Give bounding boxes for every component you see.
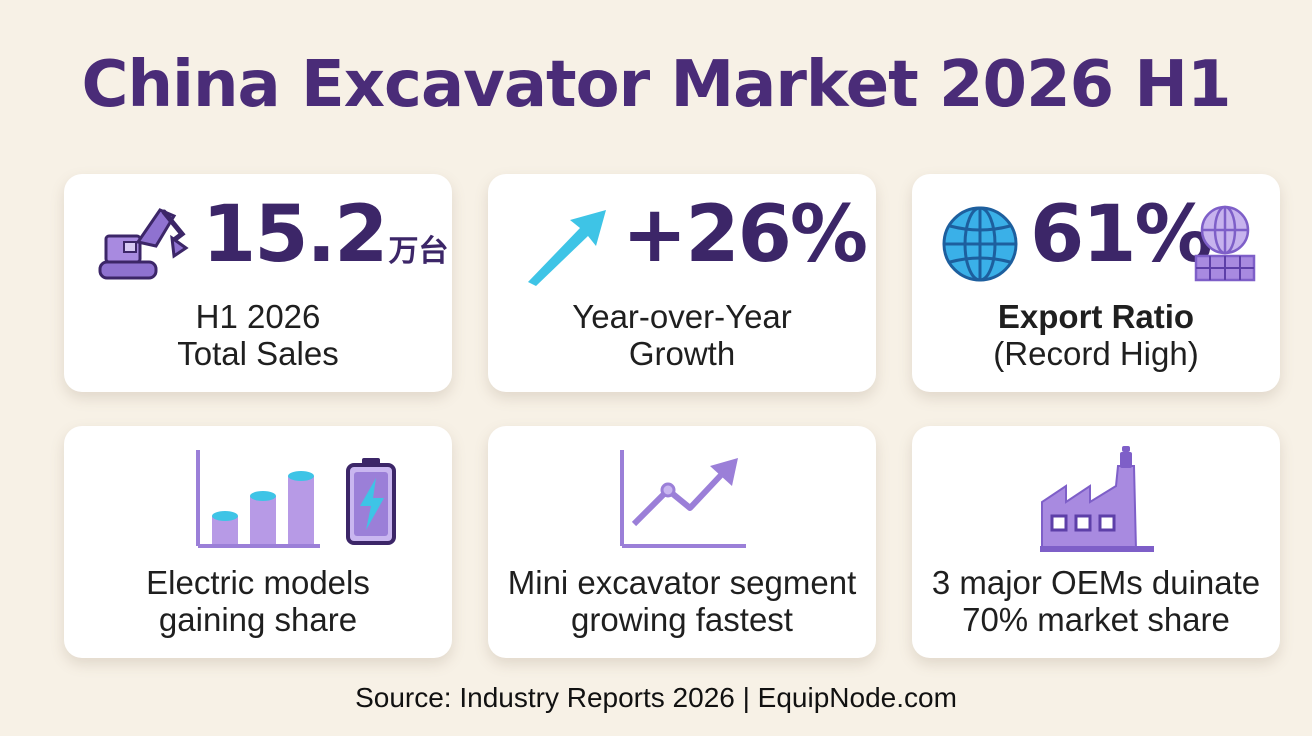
globe-on-container-icon bbox=[1194, 205, 1256, 282]
card-mini-excavator: Mini excavator segment growing fastest bbox=[488, 426, 876, 658]
bar-chart-icon bbox=[196, 450, 320, 548]
export-ratio-value: 61% bbox=[1030, 190, 1213, 280]
total-sales-label: H1 2026 Total Sales bbox=[177, 298, 339, 372]
source-footer: Source: Industry Reports 2026 | EquipNod… bbox=[355, 682, 957, 713]
mini-excavator-label: Mini excavator segment growing fastest bbox=[507, 564, 857, 638]
arrow-up-right-icon bbox=[528, 210, 606, 286]
line-chart-icon bbox=[620, 450, 746, 548]
export-ratio-label: Export Ratio (Record High) bbox=[993, 298, 1199, 372]
card-total-sales: 15.2万台 H1 2026 Total Sales bbox=[64, 174, 452, 392]
major-oems-label: 3 major OEMs duinate 70% market share bbox=[931, 564, 1261, 638]
yoy-growth-label: Year-over-Year Growth bbox=[572, 298, 792, 372]
card-yoy-growth: +26% Year-over-Year Growth bbox=[488, 174, 876, 392]
yoy-growth-value: +26% bbox=[622, 190, 868, 280]
total-sales-unit: 万台 bbox=[388, 234, 449, 269]
battery-bolt-icon bbox=[346, 458, 396, 545]
page-title: China Excavator Market 2026 H1 bbox=[81, 48, 1232, 122]
card-export-ratio: 61% Export Ratio (Record High) bbox=[912, 174, 1280, 392]
card-electric-models: Electric models gaining share bbox=[64, 426, 452, 658]
excavator-icon bbox=[98, 208, 189, 280]
card-major-oems: 3 major OEMs duinate 70% market share bbox=[912, 426, 1280, 658]
electric-models-label: Electric models gaining share bbox=[146, 564, 370, 638]
total-sales-value: 15.2万台 bbox=[202, 190, 449, 280]
factory-icon bbox=[1040, 446, 1154, 552]
globe-icon bbox=[942, 206, 1018, 282]
